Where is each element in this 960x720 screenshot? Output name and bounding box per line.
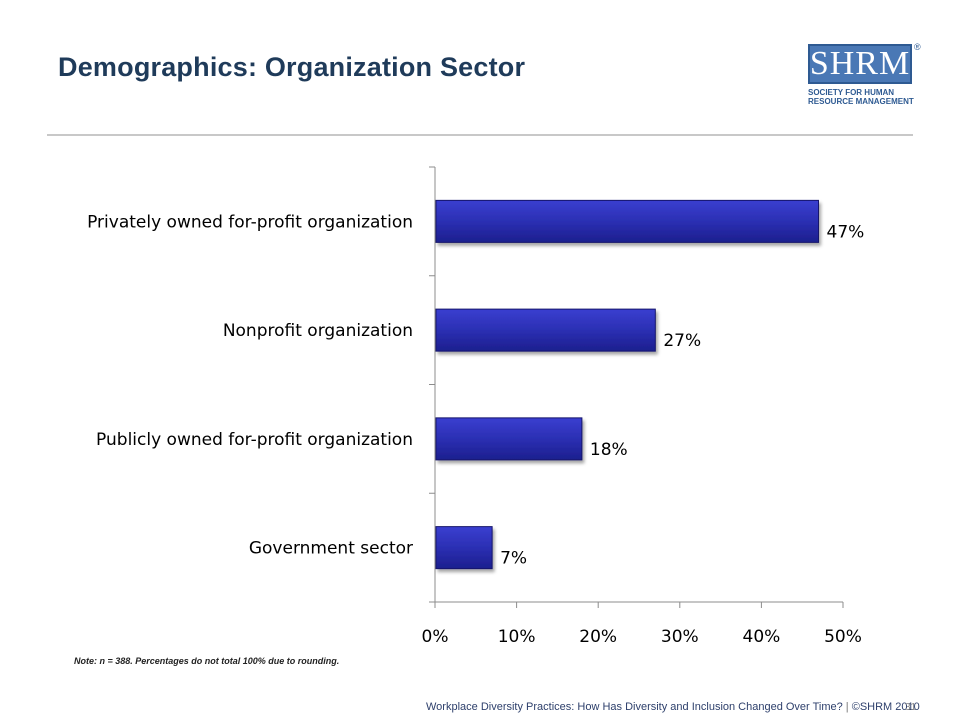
logo-tagline-line1: SOCIETY FOR HUMAN [808,88,895,97]
x-tick-label: 20% [579,627,617,647]
x-tick-label: 30% [661,627,699,647]
logo-box: SHRM [808,44,912,84]
footer: Workplace Diversity Practices: How Has D… [426,701,920,713]
data-label: 18% [590,440,628,460]
shrm-logo: SHRM ® SOCIETY FOR HUMAN RESOURCE MANAGE… [808,42,921,122]
category-label: Nonprofit organization [223,321,413,341]
page-title: Demographics: Organization Sector [58,52,526,82]
logo-tagline: SOCIETY FOR HUMAN RESOURCE MANAGEMENT [808,88,918,106]
header-divider [47,134,913,136]
category-label: Government sector [249,539,413,559]
data-label: 7% [500,549,527,569]
x-tick-label: 0% [422,627,449,647]
registered-mark: ® [914,42,921,52]
data-label: 47% [827,222,865,242]
category-label: Privately owned for-profit organization [87,212,413,232]
data-label: 27% [663,331,701,351]
x-tick-label: 40% [743,627,781,647]
bar [435,526,493,570]
bar [435,308,656,352]
logo-tagline-line2: RESOURCE MANAGEMENT [808,97,914,106]
page-number: 31 [905,702,917,713]
footer-title: Workplace Diversity Practices: How Has D… [426,701,843,713]
footer-copyright: ©SHRM 2010 [851,701,920,713]
x-tick-label: 50% [824,627,862,647]
footer-separator: | [845,701,849,713]
chart-note: Note: n = 388. Percentages do not total … [74,656,340,666]
category-label: Publicly owned for-profit organization [96,430,413,450]
bar [435,199,820,243]
x-tick-label: 10% [498,627,536,647]
logo-word: SHRM [809,45,911,82]
bar [435,417,583,461]
sector-bar-chart: 0% 10% 20% 30% 40% 50% Privately owned for-pro… [87,166,865,647]
